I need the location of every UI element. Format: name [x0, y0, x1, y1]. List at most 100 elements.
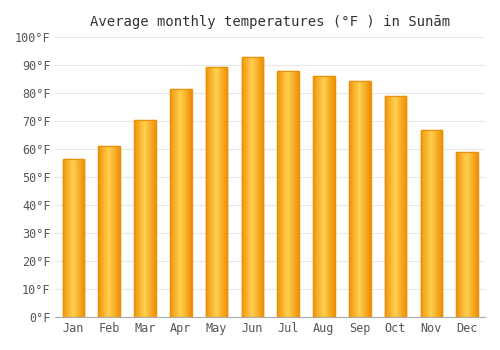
Bar — [75, 159, 76, 317]
Bar — [147, 120, 148, 317]
Bar — [439, 130, 440, 317]
Bar — [468, 152, 469, 317]
Bar — [280, 71, 281, 317]
Bar — [357, 80, 358, 317]
Bar — [397, 96, 398, 317]
Bar — [298, 71, 299, 317]
Bar — [278, 71, 279, 317]
Bar — [385, 96, 386, 317]
Bar — [171, 89, 172, 317]
Bar — [427, 130, 428, 317]
Bar — [182, 89, 183, 317]
Bar — [456, 152, 457, 317]
Bar — [226, 66, 227, 317]
Bar — [356, 80, 357, 317]
Bar — [476, 152, 477, 317]
Bar — [249, 57, 250, 317]
Bar — [102, 146, 104, 317]
Bar — [255, 57, 256, 317]
Bar — [459, 152, 460, 317]
Bar — [296, 71, 297, 317]
Bar — [391, 96, 392, 317]
Bar — [216, 66, 217, 317]
Bar — [178, 89, 179, 317]
Bar — [392, 96, 393, 317]
Bar — [190, 89, 191, 317]
Bar — [285, 71, 286, 317]
Bar — [468, 152, 469, 317]
Bar — [176, 89, 177, 317]
Bar — [368, 80, 369, 317]
Bar — [136, 120, 137, 317]
Bar — [104, 146, 105, 317]
Bar — [261, 57, 262, 317]
Bar — [148, 120, 150, 317]
Bar — [369, 80, 370, 317]
Bar — [208, 66, 209, 317]
Bar — [288, 71, 290, 317]
Bar — [319, 76, 320, 317]
Bar — [279, 71, 280, 317]
Bar — [172, 89, 174, 317]
Bar — [218, 66, 220, 317]
Bar — [153, 120, 154, 317]
Bar — [64, 159, 65, 317]
Bar — [114, 146, 115, 317]
Bar — [313, 76, 314, 317]
Bar — [81, 159, 82, 317]
Bar — [434, 130, 435, 317]
Bar — [429, 130, 430, 317]
Bar — [262, 57, 263, 317]
Bar — [217, 66, 218, 317]
Bar — [244, 57, 245, 317]
Bar — [134, 120, 156, 317]
Bar — [314, 76, 315, 317]
Bar — [134, 120, 135, 317]
Bar — [322, 76, 323, 317]
Bar — [145, 120, 146, 317]
Bar — [436, 130, 437, 317]
Bar — [424, 130, 425, 317]
Bar — [243, 57, 244, 317]
Bar — [222, 66, 223, 317]
Bar — [403, 96, 404, 317]
Bar — [119, 146, 120, 317]
Bar — [457, 152, 458, 317]
Bar — [282, 71, 283, 317]
Bar — [257, 57, 258, 317]
Bar — [390, 96, 391, 317]
Bar — [110, 146, 111, 317]
Bar — [462, 152, 463, 317]
Bar — [366, 80, 368, 317]
Bar — [287, 71, 288, 317]
Bar — [438, 130, 439, 317]
Bar — [432, 130, 433, 317]
Bar — [456, 152, 478, 317]
Bar — [102, 146, 103, 317]
Bar — [108, 146, 109, 317]
Bar — [293, 71, 294, 317]
Bar — [109, 146, 110, 317]
Bar — [327, 76, 328, 317]
Bar — [214, 66, 215, 317]
Bar — [367, 80, 368, 317]
Bar — [349, 80, 350, 317]
Bar — [184, 89, 185, 317]
Bar — [150, 120, 151, 317]
Bar — [360, 80, 361, 317]
Bar — [329, 76, 330, 317]
Bar — [318, 76, 319, 317]
Bar — [116, 146, 117, 317]
Bar — [99, 146, 100, 317]
Bar — [362, 80, 363, 317]
Bar — [385, 96, 406, 317]
Bar — [170, 89, 192, 317]
Bar — [260, 57, 261, 317]
Bar — [152, 120, 153, 317]
Bar — [112, 146, 113, 317]
Bar — [113, 146, 114, 317]
Bar — [352, 80, 354, 317]
Bar — [138, 120, 139, 317]
Bar — [213, 66, 214, 317]
Bar — [296, 71, 298, 317]
